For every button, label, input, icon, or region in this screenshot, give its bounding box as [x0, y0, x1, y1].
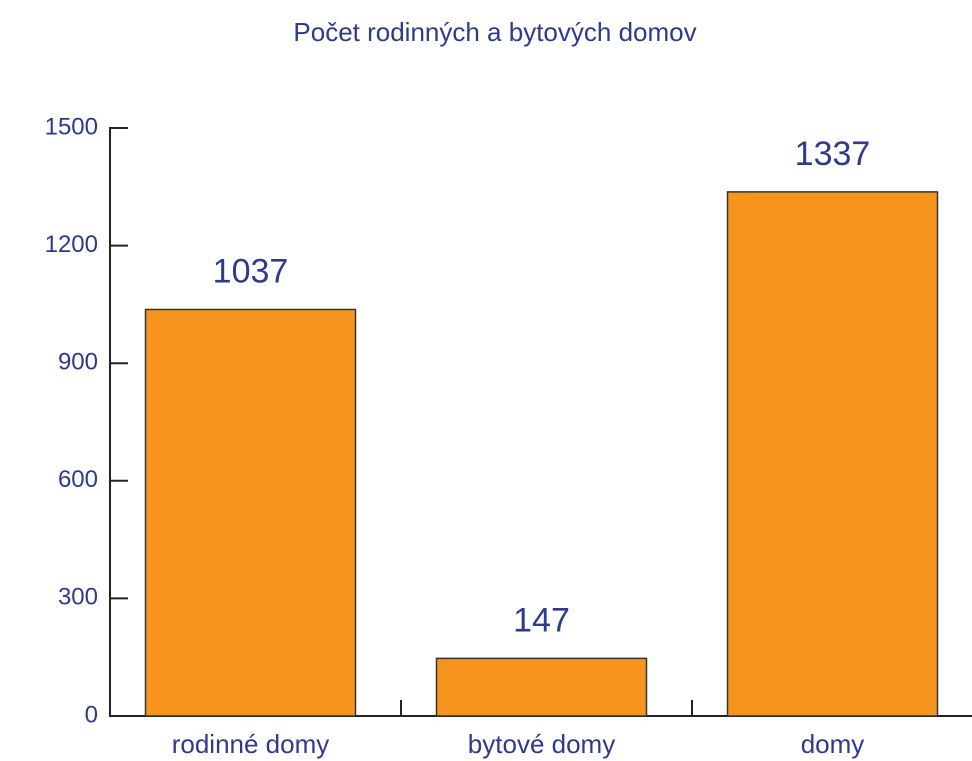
value-label: 1037 — [213, 252, 289, 290]
x-tick-label: bytové domy — [468, 729, 615, 759]
y-tick-label: 600 — [58, 466, 98, 493]
y-tick-label: 900 — [58, 349, 98, 376]
bar — [726, 191, 939, 717]
y-tick-label: 1200 — [45, 231, 98, 258]
y-tick-label: 1500 — [45, 113, 98, 140]
value-label: 147 — [513, 601, 570, 639]
value-label: 1337 — [795, 135, 871, 173]
bar — [144, 308, 357, 717]
x-tick-label: rodinné domy — [172, 729, 330, 759]
y-tick-label: 300 — [58, 584, 98, 611]
y-tick-label: 0 — [85, 701, 98, 728]
bar — [435, 657, 648, 717]
chart-title: Počet rodinných a bytových domov — [293, 17, 696, 47]
x-tick-label: domy — [801, 729, 865, 759]
